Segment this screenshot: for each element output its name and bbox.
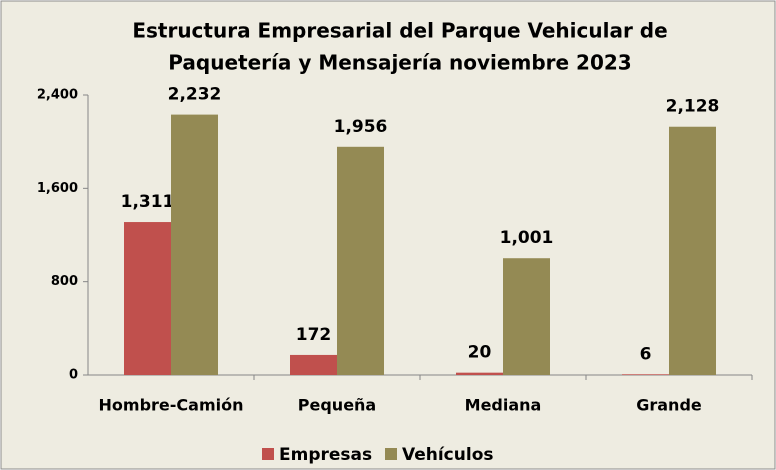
bar — [669, 126, 716, 375]
x-tick-label: Pequeña — [298, 396, 376, 415]
data-label: 6 — [640, 344, 652, 364]
legend-swatch — [385, 448, 397, 460]
x-tick-label: Hombre-Camión — [99, 396, 244, 415]
y-tick-label: 2,400 — [37, 88, 78, 103]
chart-title: Paquetería y Mensajería noviembre 2023 — [168, 51, 631, 75]
y-tick-label: 1,600 — [37, 181, 78, 196]
bar — [622, 374, 669, 375]
x-tick-label: Grande — [636, 396, 702, 415]
chart-title: Estructura Empresarial del Parque Vehicu… — [132, 19, 667, 43]
data-label: 172 — [296, 325, 332, 345]
data-label: 20 — [468, 343, 492, 363]
legend-label: Vehículos — [402, 445, 494, 465]
legend-swatch — [262, 448, 274, 460]
bar — [290, 354, 337, 375]
bar — [171, 114, 218, 375]
y-tick-label: 800 — [51, 274, 78, 289]
data-label: 2,232 — [168, 85, 222, 105]
legend-label: Empresas — [279, 445, 372, 465]
bar — [124, 222, 171, 375]
data-label: 1,956 — [334, 117, 388, 137]
x-tick-label: Mediana — [465, 396, 542, 415]
data-label: 1,001 — [500, 228, 554, 248]
data-label: 1,311 — [121, 192, 175, 212]
y-tick-label: 0 — [69, 368, 78, 383]
bar — [337, 146, 384, 375]
data-label: 2,128 — [666, 97, 720, 117]
bar — [456, 372, 503, 375]
bar — [503, 258, 550, 375]
